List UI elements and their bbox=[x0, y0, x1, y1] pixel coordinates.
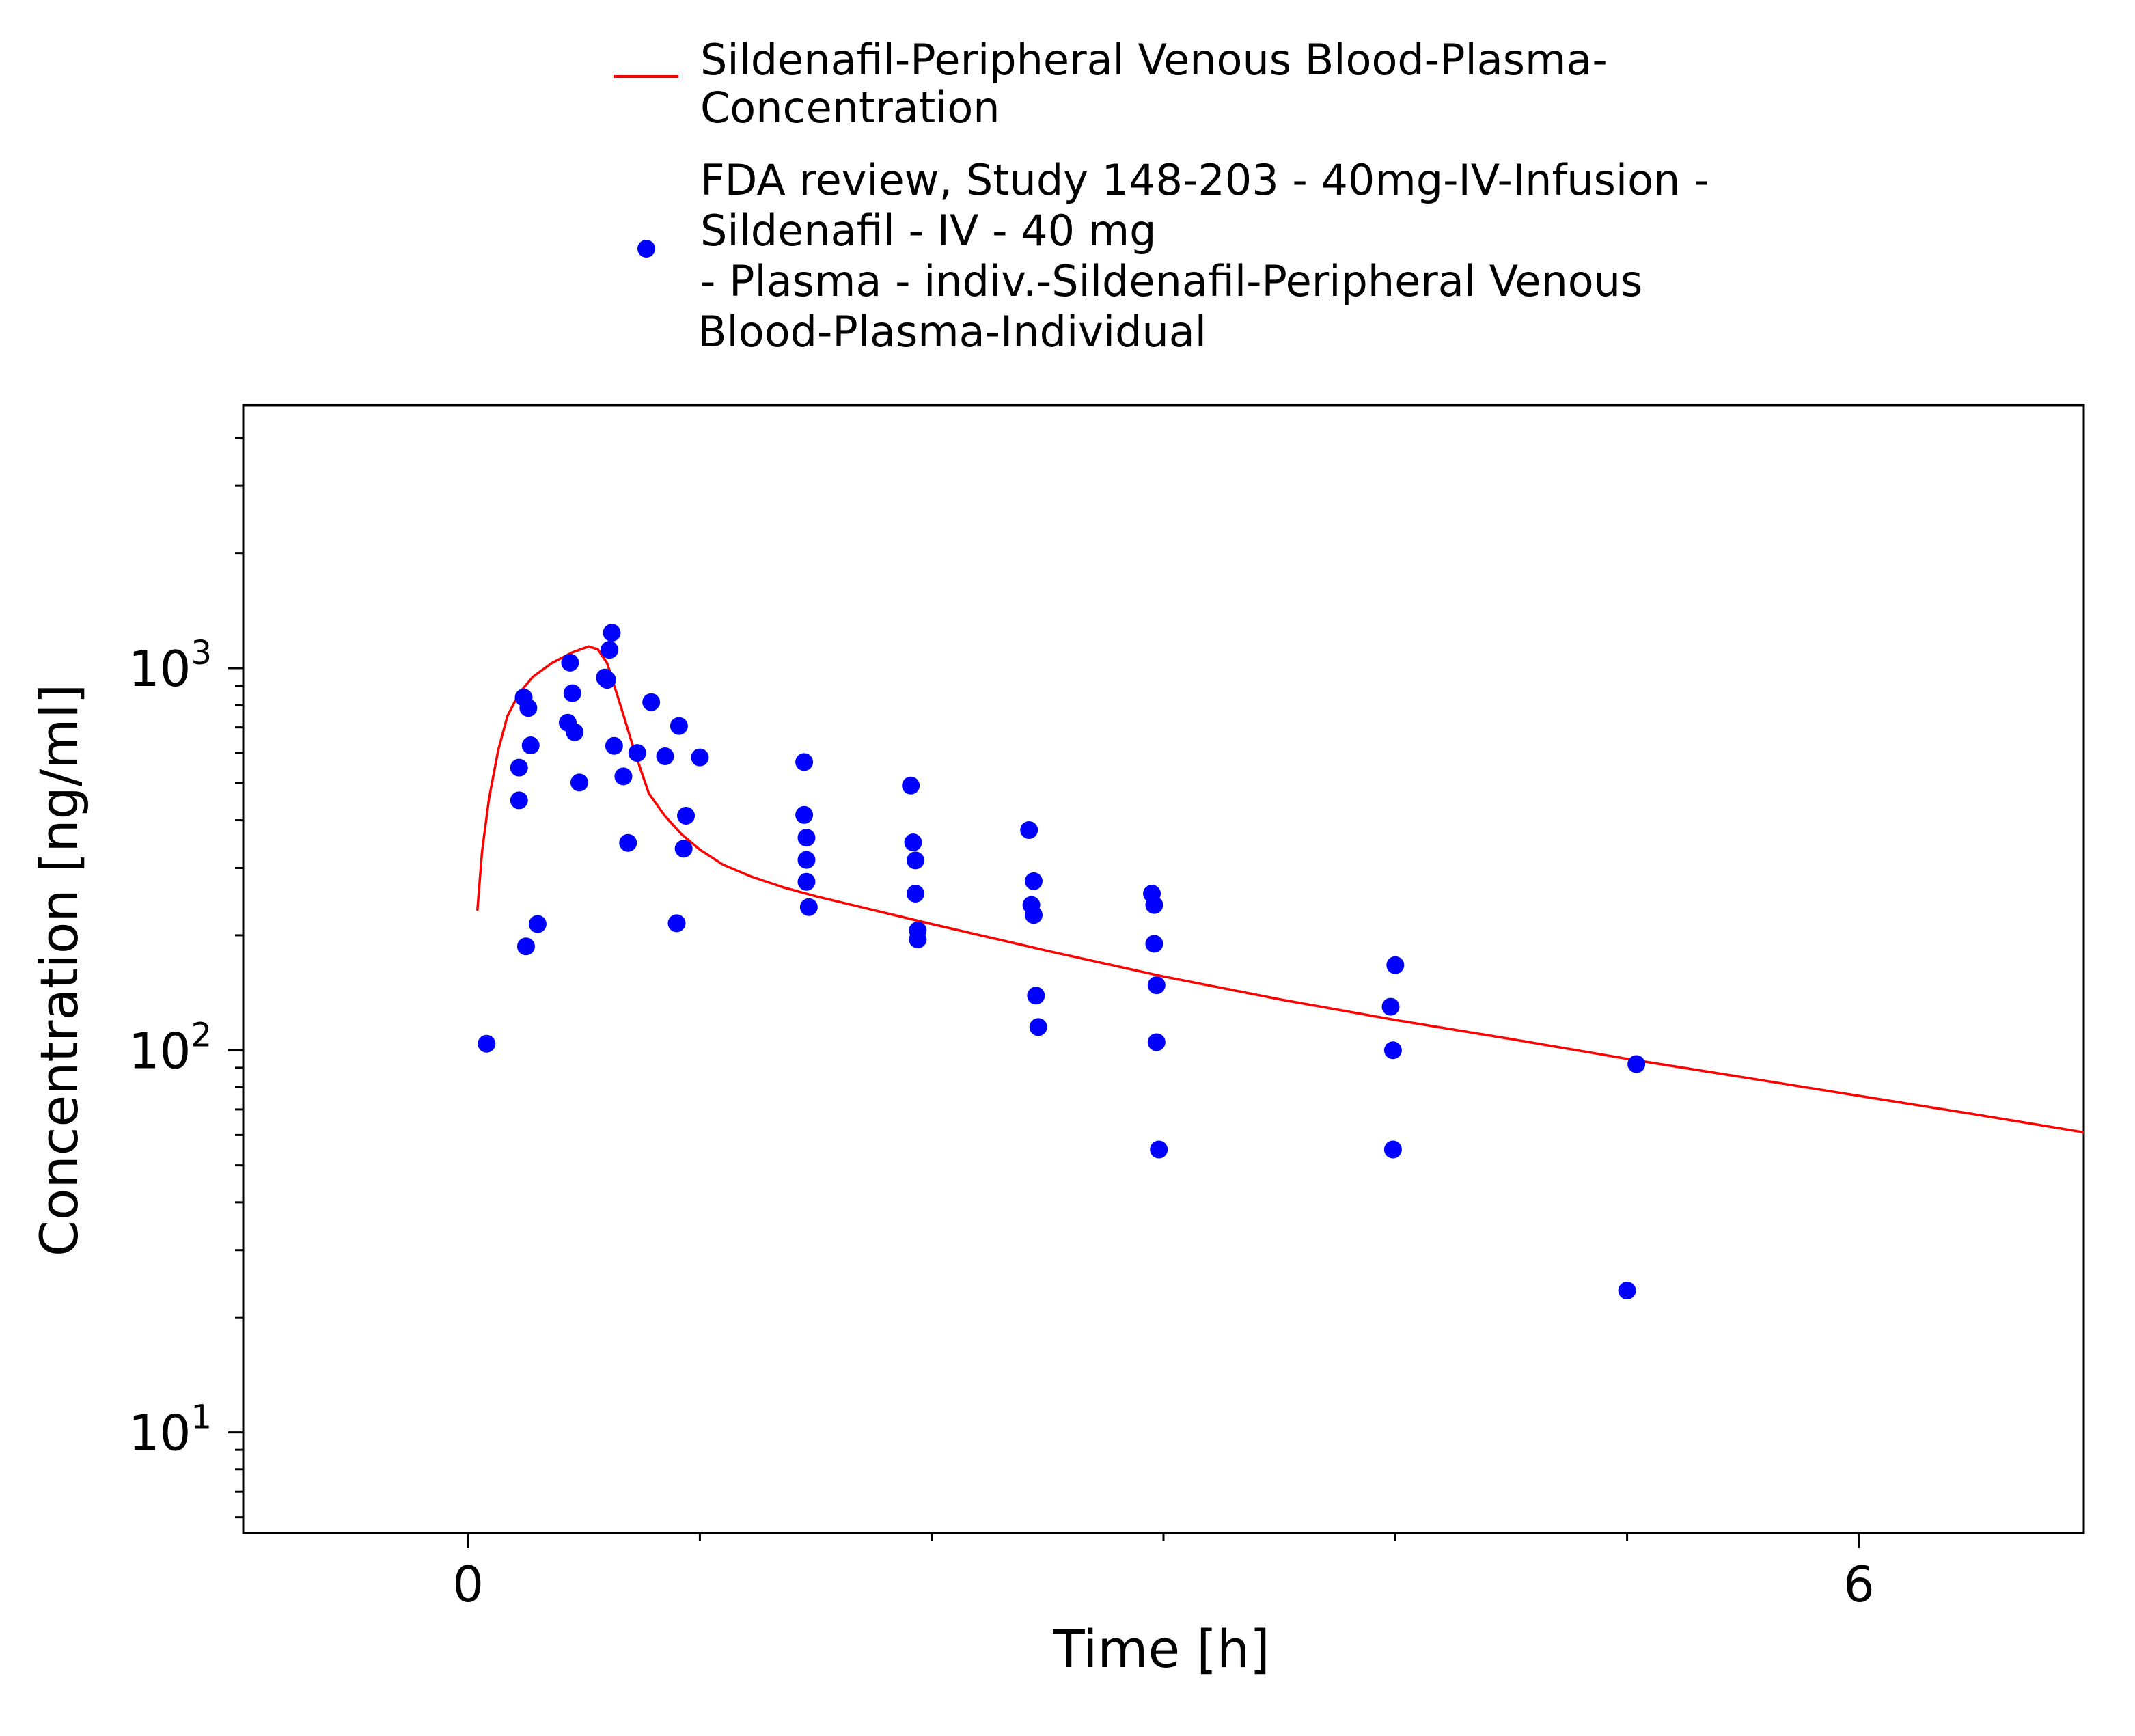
observed-data-point bbox=[601, 641, 619, 659]
x-tick-label: 0 bbox=[452, 1556, 484, 1613]
plot-series bbox=[476, 624, 2084, 1300]
x-tick-label: 6 bbox=[1843, 1556, 1875, 1613]
observed-data-point bbox=[1029, 1018, 1047, 1036]
observed-data-point bbox=[1618, 1282, 1636, 1300]
y-tick-label: 103 bbox=[128, 634, 212, 698]
legend-label: Sildenafil-Peripheral Venous Blood-Plasm… bbox=[700, 35, 1608, 133]
legend-dot-marker bbox=[637, 240, 655, 258]
observed-data-point bbox=[1383, 1041, 1402, 1060]
observed-data-point bbox=[906, 885, 924, 903]
observed-data-point bbox=[598, 671, 616, 689]
observed-data-point bbox=[1147, 1033, 1166, 1051]
observed-data-point bbox=[795, 753, 814, 771]
observed-data-point bbox=[797, 872, 816, 891]
observed-data-point bbox=[670, 717, 688, 735]
observed-data-point bbox=[909, 931, 927, 949]
observed-data-point bbox=[1150, 1140, 1168, 1159]
observed-data-point bbox=[799, 898, 818, 916]
observed-data-point bbox=[906, 851, 924, 870]
observed-data-point bbox=[797, 851, 816, 869]
observed-data-point bbox=[1145, 896, 1163, 914]
y-tick-label: 102 bbox=[128, 1016, 212, 1079]
legend: Sildenafil-Peripheral Venous Blood-Plasm… bbox=[614, 35, 1709, 357]
observed-data-point bbox=[674, 840, 693, 858]
observed-data-point bbox=[677, 806, 695, 825]
observed-data-point bbox=[1386, 956, 1405, 974]
observed-data-point bbox=[521, 736, 540, 755]
observed-data-point bbox=[628, 744, 646, 762]
y-axis-label: Concentration [ng/ml] bbox=[29, 684, 89, 1256]
observed-data-point bbox=[614, 767, 633, 786]
observed-data-point bbox=[605, 736, 623, 755]
observed-data-point bbox=[902, 776, 920, 795]
plot-area-frame bbox=[242, 404, 2085, 1534]
observed-data-point bbox=[904, 833, 922, 852]
observed-data-point bbox=[691, 748, 709, 767]
y-axis: 101 102 103 bbox=[128, 437, 243, 1519]
observed-data-point bbox=[797, 829, 816, 847]
observed-data-point bbox=[510, 791, 528, 810]
observed-data-point bbox=[1024, 906, 1043, 924]
observed-data-point bbox=[795, 805, 814, 824]
observed-data-point bbox=[566, 723, 584, 741]
observed-data-point bbox=[1147, 976, 1166, 995]
simulation-line bbox=[476, 645, 2084, 1134]
y-tick-label: 101 bbox=[128, 1399, 212, 1462]
observed-data-point bbox=[570, 773, 588, 792]
observed-data-point bbox=[516, 937, 535, 956]
observed-data-point bbox=[1020, 821, 1038, 839]
observed-data-point bbox=[519, 699, 538, 717]
observed-data-point bbox=[563, 684, 581, 702]
observed-data-point bbox=[1627, 1055, 1646, 1073]
observed-data-point bbox=[1383, 1140, 1402, 1159]
observed-data-point bbox=[656, 747, 674, 765]
observed-data-point bbox=[528, 915, 547, 933]
observed-data-point bbox=[1027, 987, 1045, 1005]
observed-data-point bbox=[1145, 935, 1163, 953]
observed-data-point bbox=[603, 624, 621, 642]
observed-data-point bbox=[1381, 997, 1400, 1016]
observed-data-point bbox=[642, 693, 661, 711]
observed-data-point bbox=[510, 758, 528, 777]
observed-data-point bbox=[561, 653, 579, 672]
observed-data-point bbox=[667, 914, 686, 933]
observed-data-point bbox=[619, 833, 637, 852]
observed-data-point bbox=[1024, 872, 1043, 890]
x-axis-label: Time [h] bbox=[1052, 1618, 1270, 1679]
legend-label: FDA review, Study 148-203 - 40mg-IV-Infu… bbox=[698, 155, 1709, 357]
observed-data-point bbox=[478, 1034, 496, 1053]
